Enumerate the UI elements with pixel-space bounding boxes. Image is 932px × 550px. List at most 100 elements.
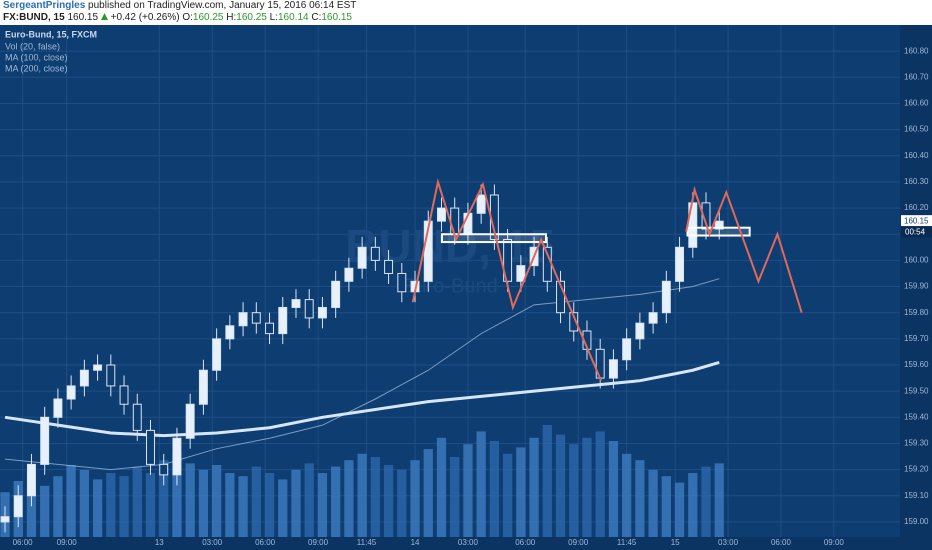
candle-body (370, 246, 380, 261)
candle-body (26, 463, 36, 497)
zone (686, 226, 751, 237)
candle-body (384, 259, 394, 274)
volume-bar (119, 476, 129, 537)
volume-bar (450, 457, 460, 537)
candle-body (93, 364, 103, 371)
x-tick-label: 09:00 (568, 538, 589, 547)
x-tick-label: 09:00 (57, 538, 78, 547)
change: +0.42 (+0.26%) (110, 12, 180, 23)
x-tick-label: 11:45 (617, 538, 637, 547)
candle-body (66, 385, 76, 400)
volume-bar (516, 447, 526, 537)
volume-bar (595, 431, 605, 537)
candle-body (0, 516, 10, 523)
volume-bar (608, 441, 619, 537)
y-tick-label: 160.60 (904, 99, 929, 108)
volume-bar (661, 476, 671, 537)
volume-bar (463, 444, 473, 537)
volume-bar (66, 465, 76, 537)
candle-body (13, 495, 23, 518)
up-arrow (100, 13, 108, 20)
candle-body (212, 338, 222, 371)
x-tick-label: 06:00 (13, 538, 34, 547)
volume-bar (291, 469, 301, 537)
x-tick-label: 13 (155, 538, 164, 547)
volume-bar (40, 485, 50, 537)
candle-body (238, 312, 248, 327)
x-tick-label: 06:00 (515, 538, 536, 547)
candle-body (622, 338, 632, 361)
volume-bar (278, 479, 288, 537)
ohlc-value: 160.25 (236, 12, 267, 23)
x-tick-label: 03:00 (458, 538, 479, 547)
candle-body (106, 364, 116, 387)
candle-body (516, 265, 526, 282)
x-tick-label: 06:00 (771, 538, 792, 547)
x-tick-label: 09:00 (308, 538, 329, 547)
candle-body (172, 437, 182, 476)
y-tick-label: 160.30 (904, 177, 929, 186)
header: SergeantPringles published on TradingVie… (0, 0, 932, 25)
volume-bar (251, 466, 261, 537)
candle-body (635, 322, 645, 340)
author[interactable]: SergeantPringles (3, 0, 86, 11)
volume-bar (304, 463, 314, 537)
candle-body (225, 325, 235, 340)
y-tick-label: 160.00 (904, 255, 929, 264)
volume-bar (185, 463, 195, 537)
candle-body (265, 322, 274, 335)
y-tick-label: 160.70 (904, 72, 929, 81)
candle-body (278, 306, 288, 335)
zone (440, 233, 547, 244)
candle-body (714, 220, 724, 230)
last-price-box (901, 215, 932, 227)
watermark: BUND, 15 (345, 220, 555, 272)
y-tick-label: 159.80 (904, 308, 929, 317)
candle-body (608, 359, 618, 379)
legend-entry: MA (200, close) (5, 63, 68, 73)
moving-average (4, 360, 720, 438)
volume-bar (410, 460, 420, 537)
price: 160.15 (67, 12, 99, 23)
volume-bar (383, 465, 394, 537)
candle-body (185, 403, 195, 439)
x-tick-label: 14 (411, 538, 420, 547)
volume-bar (132, 466, 142, 537)
volume-bar (370, 457, 380, 537)
volume-bar (529, 437, 539, 537)
candle-body (159, 463, 169, 476)
candle-body (317, 306, 327, 319)
ohlc-value: 160.14 (278, 12, 309, 23)
volume-bar (238, 476, 248, 537)
candle-body (569, 312, 579, 332)
candle-body (357, 246, 367, 269)
volume-bar (106, 473, 116, 537)
chart: 159.00 159.10 159.20 159.30 159.40 159.50 159.… (0, 25, 932, 550)
ohlc-label: C: (311, 12, 322, 23)
y-tick-label: 159.00 (904, 517, 929, 526)
symbol: FX:BUND, 15 (3, 12, 65, 23)
volume-bar (674, 482, 685, 537)
volume-bar (225, 473, 235, 537)
candle-body (304, 299, 314, 319)
y-tick-label: 159.60 (904, 360, 929, 369)
y-tick-label: 159.90 (904, 282, 929, 291)
volume-bar (502, 453, 513, 537)
x-tick-label: 03:00 (718, 538, 739, 547)
volume-bar (542, 425, 552, 537)
x-tick-label: 15 (671, 538, 680, 547)
y-tick-label: 160.20 (904, 203, 929, 212)
volume-bar (648, 469, 658, 537)
volume-bar (635, 460, 645, 537)
volume-bar (198, 469, 209, 537)
candle-body (198, 369, 208, 405)
volume-bar (92, 479, 103, 537)
countdown: 00:54 (905, 227, 926, 236)
countdown-box (901, 226, 932, 238)
candle-body (251, 312, 261, 324)
volume-bar (264, 473, 275, 537)
candle-body (344, 267, 354, 282)
volume-bar (423, 449, 433, 537)
volume-bar (317, 473, 328, 537)
